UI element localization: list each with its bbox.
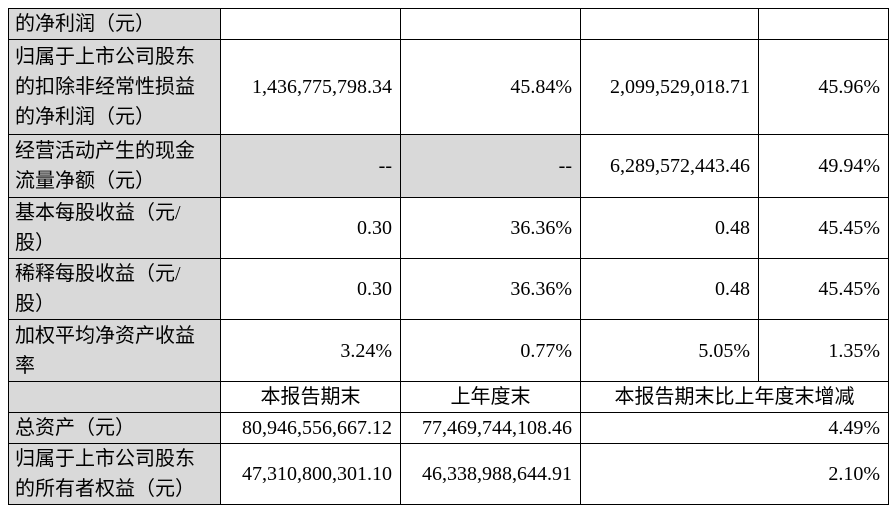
- table-cell: 本报告期末比上年度末增减: [580, 381, 889, 413]
- table-cell: 1,436,775,798.34: [220, 39, 401, 135]
- table-cell: 36.36%: [400, 258, 581, 320]
- table-cell: 上年度末: [400, 381, 581, 413]
- table-cell: 2,099,529,018.71: [580, 39, 759, 135]
- table-row: 加权平均净资产收益率 3.24% 0.77% 5.05% 1.35%: [8, 319, 889, 382]
- table-cell: 2.10%: [580, 443, 889, 505]
- table-cell: 总资产（元）: [8, 412, 221, 444]
- table-cell: --: [400, 134, 581, 198]
- table-cell: 归属于上市公司股东的所有者权益（元）: [8, 443, 221, 505]
- table-cell: 45.45%: [758, 197, 889, 259]
- table-cell: 归属于上市公司股东的扣除非经常性损益的净利润（元）: [8, 39, 221, 135]
- table-cell: 的净利润（元）: [8, 8, 221, 40]
- table-cell: 0.30: [220, 258, 401, 320]
- table-cell: 36.36%: [400, 197, 581, 259]
- table-cell: [400, 8, 581, 40]
- table-cell: 4.49%: [580, 412, 889, 444]
- table-cell: 0.30: [220, 197, 401, 259]
- table-cell: 经营活动产生的现金流量净额（元）: [8, 134, 221, 198]
- table-row: 经营活动产生的现金流量净额（元） -- -- 6,289,572,443.46 49.9…: [8, 134, 889, 198]
- table-row: 总资产（元） 80,946,556,667.12 77,469,744,108.46…: [8, 412, 889, 444]
- table-row: 基本每股收益（元/股） 0.30 36.36% 0.48 45.45%: [8, 197, 889, 259]
- table-body: 的净利润（元） 归属于上市公司股东的扣除非经常性损益的净利润（元） 1,436,77…: [8, 8, 889, 505]
- table-cell: 0.48: [580, 197, 759, 259]
- table-row: 归属于上市公司股东的所有者权益（元） 47,310,800,301.10 46,33…: [8, 443, 889, 505]
- table-cell: 0.77%: [400, 319, 581, 382]
- table-cell: 77,469,744,108.46: [400, 412, 581, 444]
- table-cell: [758, 8, 889, 40]
- table-cell: [220, 8, 401, 40]
- financial-table: 的净利润（元） 归属于上市公司股东的扣除非经常性损益的净利润（元） 1,436,77…: [8, 8, 889, 505]
- table-cell: 3.24%: [220, 319, 401, 382]
- table-cell: [580, 8, 759, 40]
- table-cell: --: [220, 134, 401, 198]
- table-cell: 1.35%: [758, 319, 889, 382]
- table-cell: 5.05%: [580, 319, 759, 382]
- table-cell: 45.96%: [758, 39, 889, 135]
- table-cell: 45.45%: [758, 258, 889, 320]
- table-cell: 46,338,988,644.91: [400, 443, 581, 505]
- table-cell: 基本每股收益（元/股）: [8, 197, 221, 259]
- table-row: 本报告期末 上年度末 本报告期末比上年度末增减: [8, 381, 889, 413]
- table-cell: 稀释每股收益（元/股）: [8, 258, 221, 320]
- table-cell: 本报告期末: [220, 381, 401, 413]
- table-cell: 49.94%: [758, 134, 889, 198]
- table-row: 稀释每股收益（元/股） 0.30 36.36% 0.48 45.45%: [8, 258, 889, 320]
- table-cell: 47,310,800,301.10: [220, 443, 401, 505]
- table-row: 归属于上市公司股东的扣除非经常性损益的净利润（元） 1,436,775,798.3…: [8, 39, 889, 135]
- table-cell: [8, 381, 221, 413]
- table-cell: 加权平均净资产收益率: [8, 319, 221, 382]
- table-cell: 80,946,556,667.12: [220, 412, 401, 444]
- table-cell: 6,289,572,443.46: [580, 134, 759, 198]
- table-row: 的净利润（元）: [8, 8, 889, 40]
- table-cell: 0.48: [580, 258, 759, 320]
- table-cell: 45.84%: [400, 39, 581, 135]
